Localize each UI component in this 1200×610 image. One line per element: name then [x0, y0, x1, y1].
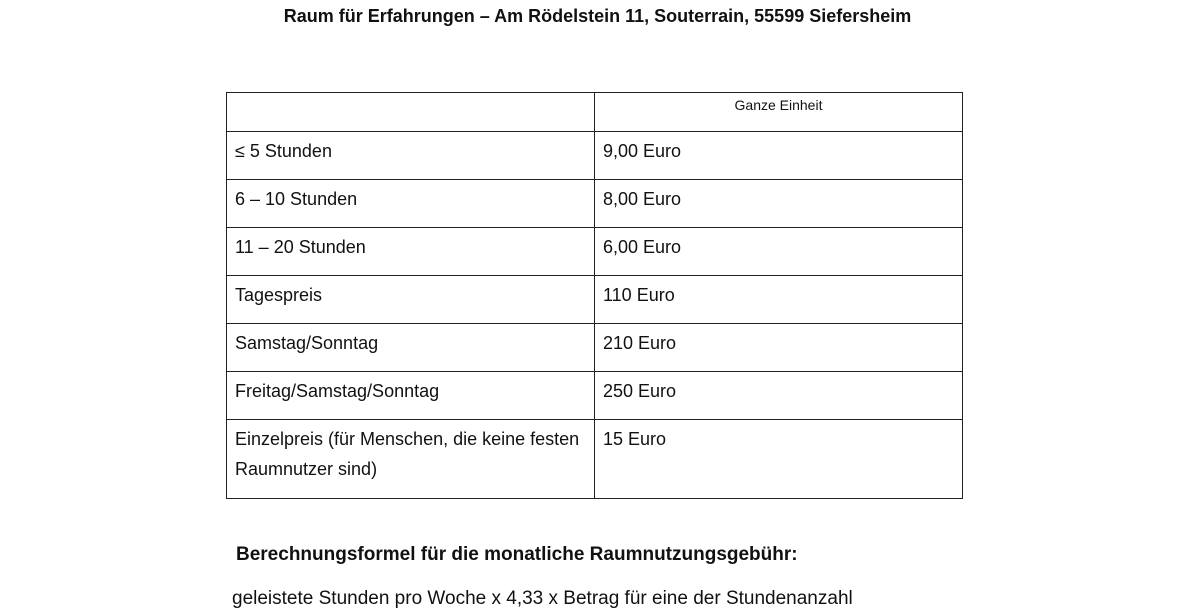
duration-cell: Einzelpreis (für Menschen, die keine fes… — [226, 419, 595, 499]
document-title: Raum für Erfahrungen – Am Rödelstein 11,… — [283, 6, 912, 26]
table-row: 11 – 20 Stunden 6,00 Euro — [226, 227, 963, 276]
price-cell: 15 Euro — [594, 419, 963, 499]
header-cell — [226, 92, 595, 132]
table-row: Samstag/Sonntag 210 Euro — [226, 323, 963, 372]
table-body: ≤ 5 Stunden 9,00 Euro 6 – 10 Stunden 8,00 E… — [226, 131, 963, 499]
price-table: Ganze Einheit ≤ 5 Stunden 9,00 Euro 6 – 10… — [226, 92, 963, 499]
formula-text: geleistete Stunden pro Woche x 4,33 x Be… — [232, 588, 853, 609]
price-cell: 8,00 Euro — [594, 179, 963, 228]
price-cell: 110 Euro — [594, 275, 963, 324]
table-row: 6 – 10 Stunden 8,00 Euro — [226, 179, 963, 228]
duration-cell: Tagespreis — [226, 275, 595, 324]
table-row: ≤ 5 Stunden 9,00 Euro — [226, 131, 963, 180]
duration-cell: ≤ 5 Stunden — [226, 131, 595, 180]
price-cell: 250 Euro — [594, 371, 963, 420]
table-row: Freitag/Samstag/Sonntag 250 Euro — [226, 371, 963, 420]
duration-cell: Samstag/Sonntag — [226, 323, 595, 372]
duration-cell: Freitag/Samstag/Sonntag — [226, 371, 595, 420]
duration-cell: 11 – 20 Stunden — [226, 227, 595, 276]
header-row: Ganze Einheit — [226, 92, 963, 132]
price-cell: 6,00 Euro — [594, 227, 963, 276]
section-heading: Berechnungsformel für die monatliche Rau… — [236, 544, 798, 565]
price-cell: 9,00 Euro — [594, 131, 963, 180]
duration-cell: 6 – 10 Stunden — [226, 179, 595, 228]
table-row: Einzelpreis (für Menschen, die keine fes… — [226, 419, 963, 499]
table-row: Tagespreis 110 Euro — [226, 275, 963, 324]
header-cell: Ganze Einheit — [594, 92, 963, 132]
price-cell: 210 Euro — [594, 323, 963, 372]
